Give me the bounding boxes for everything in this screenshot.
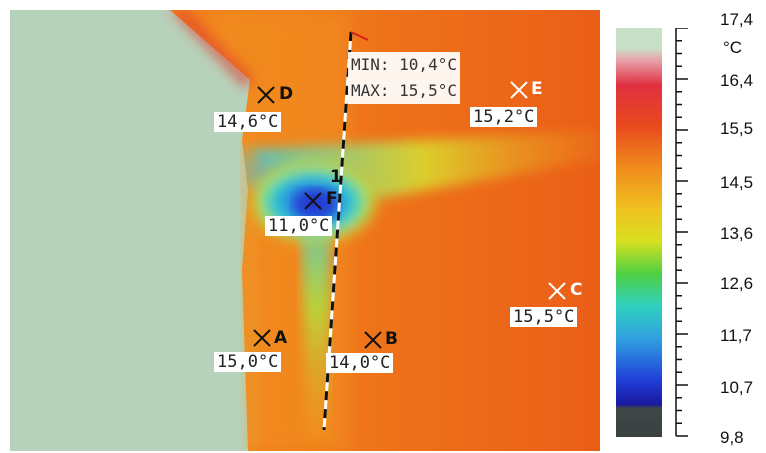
marker-e-value: 15,2°C — [470, 107, 538, 127]
marker-b-value: 14,0°C — [326, 353, 394, 373]
scale-label-5: 12,6 — [720, 274, 754, 293]
marker-c-value: 15,5°C — [510, 307, 578, 327]
marker-e-cross — [510, 81, 528, 99]
marker-a-letter: A — [274, 328, 288, 348]
scale-label-7: 10,7 — [720, 378, 754, 397]
temperature-scale-bar — [616, 28, 662, 437]
marker-d-cross — [257, 86, 275, 104]
marker-e-letter: E — [531, 79, 543, 99]
scale-label-3: 14,5 — [720, 173, 754, 192]
marker-f-cross — [304, 192, 322, 210]
marker-c-letter: C — [570, 280, 583, 300]
scale-label-1: 16,4 — [720, 71, 754, 90]
marker-b-cross — [364, 331, 382, 349]
profile-max-value: MAX: 15,5°C — [351, 81, 457, 100]
marker-b-letter: B — [385, 329, 398, 349]
marker-a-cross — [253, 329, 271, 347]
marker-f-value: 11,0°C — [265, 216, 333, 236]
profile-min-value: MIN: 10,4°C — [351, 55, 457, 74]
scale-unit: °C — [723, 38, 743, 57]
temperature-scale-ticks — [662, 27, 692, 448]
scale-label-2: 15,5 — [720, 119, 754, 138]
marker-d-letter: D — [279, 84, 294, 104]
profile-line-minmax: MIN: 10,4°C MAX: 15,5°C — [348, 52, 460, 104]
scale-label-8: 9,8 — [720, 428, 744, 447]
marker-a-value: 15,0°C — [214, 352, 282, 372]
marker-f-letter: F — [326, 189, 338, 209]
profile-line-label: 1 — [330, 167, 342, 187]
scale-label-0: 17,4 — [720, 10, 754, 29]
scale-label-4: 13,6 — [720, 224, 754, 243]
marker-c-cross — [548, 282, 566, 300]
marker-d-value: 14,6°C — [214, 112, 282, 132]
scale-label-6: 11,7 — [720, 326, 752, 345]
